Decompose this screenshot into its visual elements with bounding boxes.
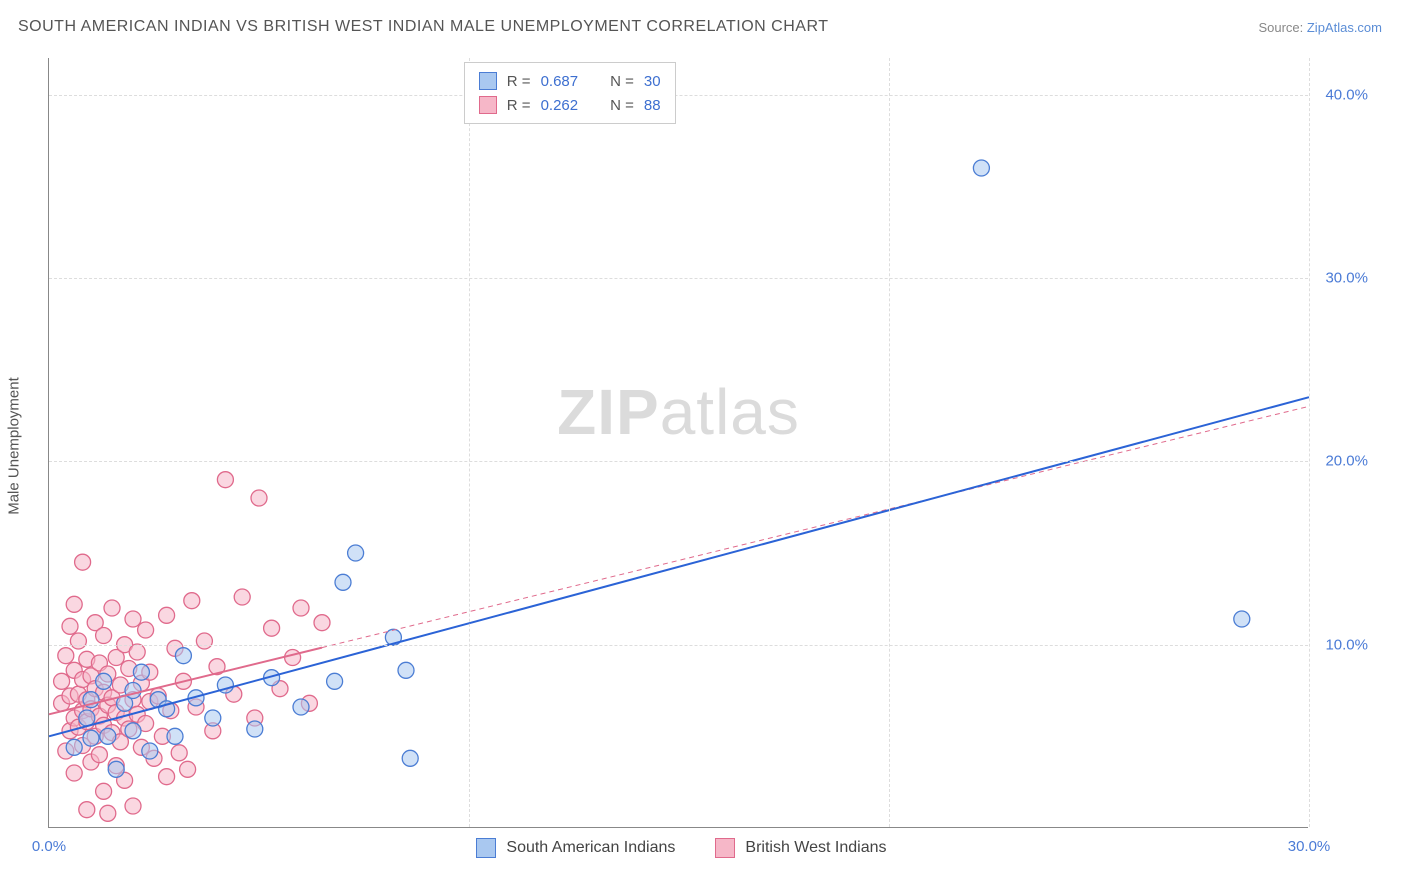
gridline-h <box>49 278 1308 279</box>
trend-line-pink-dashed <box>322 406 1309 647</box>
data-point <box>133 664 149 680</box>
data-point <box>100 805 116 821</box>
gridline-v <box>889 58 890 827</box>
legend-swatch <box>479 72 497 90</box>
source-link[interactable]: ZipAtlas.com <box>1307 20 1382 35</box>
data-point <box>234 589 250 605</box>
gridline-v <box>469 58 470 827</box>
data-point <box>247 721 263 737</box>
data-point <box>62 618 78 634</box>
data-point <box>75 554 91 570</box>
series-legend-label: South American Indians <box>506 839 675 857</box>
legend-swatch <box>715 838 735 858</box>
y-tick-label: 30.0% <box>1325 270 1368 287</box>
data-point <box>142 743 158 759</box>
data-point <box>125 723 141 739</box>
data-point <box>196 633 212 649</box>
data-point <box>314 615 330 631</box>
data-point <box>184 593 200 609</box>
y-tick-label: 40.0% <box>1325 86 1368 103</box>
data-point <box>251 490 267 506</box>
series-legend-item: British West Indians <box>715 838 886 858</box>
data-point <box>129 644 145 660</box>
data-point <box>125 611 141 627</box>
data-point <box>83 730 99 746</box>
data-point <box>91 747 107 763</box>
gridline-h <box>49 95 1308 96</box>
data-point <box>335 574 351 590</box>
data-point <box>348 545 364 561</box>
data-point <box>180 761 196 777</box>
trend-line-blue <box>49 397 1309 736</box>
data-point <box>96 628 112 644</box>
correlation-legend: R =0.687N =30R =0.262N =88 <box>464 62 676 124</box>
chart-svg <box>49 58 1308 827</box>
data-point <box>79 802 95 818</box>
data-point <box>205 710 221 726</box>
series-legend-item: South American Indians <box>476 838 675 858</box>
data-point <box>402 750 418 766</box>
gridline-v <box>1309 58 1310 827</box>
data-point <box>96 673 112 689</box>
data-point <box>66 739 82 755</box>
correlation-legend-row: R =0.687N =30 <box>479 69 661 93</box>
data-point <box>159 769 175 785</box>
y-axis-label: Male Unemployment <box>6 377 23 515</box>
series-legend: South American Indians British West India… <box>476 838 886 858</box>
source-label: Source: ZipAtlas.com <box>1258 20 1382 35</box>
data-point <box>293 699 309 715</box>
data-point <box>159 607 175 623</box>
plot-area: ZIPatlas 10.0%20.0%30.0%40.0%0.0%30.0% <box>48 58 1308 828</box>
y-tick-label: 20.0% <box>1325 453 1368 470</box>
chart-container: SOUTH AMERICAN INDIAN VS BRITISH WEST IN… <box>0 0 1406 892</box>
data-point <box>70 633 86 649</box>
data-point <box>171 745 187 761</box>
data-point <box>327 673 343 689</box>
data-point <box>217 472 233 488</box>
data-point <box>1234 611 1250 627</box>
x-tick-label: 30.0% <box>1288 838 1331 855</box>
y-tick-label: 10.0% <box>1325 636 1368 653</box>
correlation-legend-row: R =0.262N =88 <box>479 93 661 117</box>
chart-title: SOUTH AMERICAN INDIAN VS BRITISH WEST IN… <box>18 18 828 36</box>
gridline-h <box>49 645 1308 646</box>
data-point <box>264 620 280 636</box>
data-point <box>66 596 82 612</box>
data-point <box>973 160 989 176</box>
data-point <box>285 650 301 666</box>
legend-swatch <box>476 838 496 858</box>
data-point <box>58 648 74 664</box>
data-point <box>398 662 414 678</box>
data-point <box>66 765 82 781</box>
data-point <box>293 600 309 616</box>
data-point <box>54 673 70 689</box>
data-point <box>125 798 141 814</box>
x-tick-label: 0.0% <box>32 838 66 855</box>
legend-swatch <box>479 96 497 114</box>
data-point <box>100 728 116 744</box>
data-point <box>104 600 120 616</box>
data-point <box>96 783 112 799</box>
data-point <box>79 710 95 726</box>
data-point <box>138 622 154 638</box>
data-point <box>108 761 124 777</box>
data-point <box>167 728 183 744</box>
gridline-h <box>49 461 1308 462</box>
data-point <box>175 648 191 664</box>
series-legend-label: British West Indians <box>745 839 886 857</box>
